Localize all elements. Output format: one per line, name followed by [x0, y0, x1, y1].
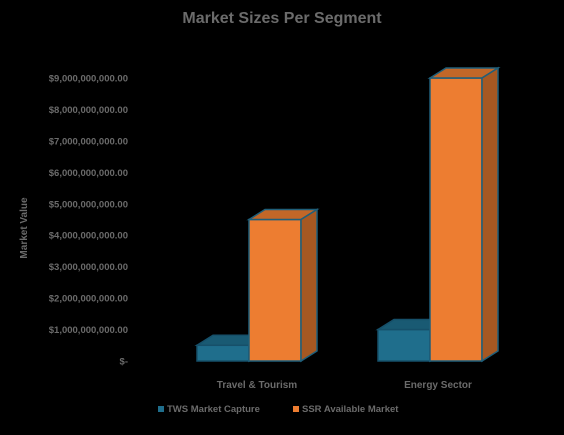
- legend-label: TWS Market Capture: [167, 404, 260, 415]
- x-axis-categories: Travel & Tourism Energy Sector: [217, 380, 472, 391]
- y-tick-label: $1,000,000,000.00: [49, 325, 128, 336]
- chart-title: Market Sizes Per Segment: [182, 10, 382, 27]
- legend-swatch: [158, 406, 164, 412]
- x-category-label: Travel & Tourism: [217, 380, 298, 391]
- legend-item: SSR Available Market: [293, 404, 399, 415]
- bar: [246, 208, 320, 363]
- bar-front: [429, 77, 483, 362]
- y-tick-label: $4,000,000,000.00: [49, 231, 128, 242]
- y-axis-label: Market Value: [19, 197, 30, 259]
- bar-front: [377, 328, 431, 362]
- y-tick-label: $5,000,000,000.00: [49, 199, 128, 210]
- bar-front: [196, 344, 250, 362]
- y-tick-label: $8,000,000,000.00: [49, 105, 128, 116]
- y-tick-label: $7,000,000,000.00: [49, 136, 128, 147]
- bar-front: [248, 218, 302, 362]
- legend-item: TWS Market Capture: [158, 404, 260, 415]
- legend-swatch: [293, 406, 299, 412]
- bar: [427, 66, 501, 363]
- y-axis-ticks: $- $1,000,000,000.00 $2,000,000,000.00 $3,0…: [49, 74, 128, 368]
- legend-label: SSR Available Market: [302, 404, 399, 415]
- bar-side: [481, 66, 499, 363]
- bar-side: [300, 208, 318, 363]
- y-tick-label: $2,000,000,000.00: [49, 294, 128, 305]
- y-tick-label: $-: [120, 357, 128, 368]
- y-tick-label: $3,000,000,000.00: [49, 262, 128, 273]
- legend: TWS Market Capture SSR Available Market: [158, 404, 399, 415]
- y-tick-label: $9,000,000,000.00: [49, 74, 128, 85]
- bars: [194, 66, 501, 363]
- y-tick-label: $6,000,000,000.00: [49, 168, 128, 179]
- x-category-label: Energy Sector: [404, 380, 472, 391]
